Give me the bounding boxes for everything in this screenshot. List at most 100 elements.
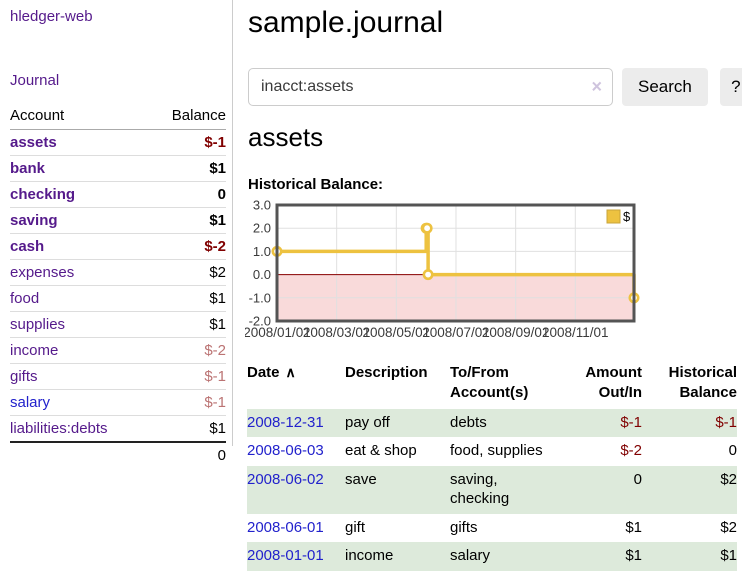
column-header-amount: Amount Out/In — [585, 364, 642, 402]
transaction-amount: $1 — [625, 518, 642, 536]
sort-asc-icon: ∧ — [285, 364, 296, 380]
svg-text:2008/09/01: 2008/09/01 — [482, 325, 550, 340]
column-header-description: Description — [345, 364, 428, 381]
account-row: assets $-1 — [10, 130, 226, 156]
sidebar-account-link[interactable]: bank — [10, 160, 46, 177]
account-row: cash $-2 — [10, 234, 226, 260]
account-row: checking 0 — [10, 182, 226, 208]
account-balance: $-1 — [204, 394, 226, 411]
accounts-header-balance: Balance — [171, 107, 226, 124]
transaction-accounts: food, supplies — [450, 442, 543, 460]
svg-text:-1.0: -1.0 — [249, 290, 271, 305]
help-button[interactable]: ? — [719, 68, 742, 106]
account-balance: $-1 — [204, 134, 226, 151]
historical-balance-chart[interactable]: $3.0 2.0 1.0 0.0 -1.0 -2.0 2008/01/01 2008/03/0… — [243, 197, 742, 347]
sidebar: hledger-web Journal Account Balance asse… — [0, 0, 233, 464]
accounts-total-value: 0 — [217, 447, 226, 464]
sidebar-account-link[interactable]: assets — [10, 134, 57, 151]
transaction-accounts: salary — [450, 547, 491, 565]
page-title: sample.journal — [248, 6, 444, 39]
transaction-amount: $-1 — [620, 413, 642, 431]
search-form: × Search ? — [248, 68, 742, 106]
account-balance: $2 — [209, 264, 226, 281]
accounts-header-account: Account — [10, 107, 65, 124]
account-balance: $-2 — [204, 238, 226, 255]
sidebar-account-link[interactable]: salary — [10, 394, 51, 411]
sidebar-account-link[interactable]: income — [10, 342, 59, 359]
account-row: food $1 — [10, 286, 226, 312]
transaction-date-link[interactable]: 2008-06-01 — [247, 518, 324, 536]
svg-text:2008/07/01: 2008/07/01 — [422, 325, 490, 340]
sidebar-account-link[interactable]: food — [10, 290, 40, 307]
transaction-date-link[interactable]: 2008-06-03 — [247, 442, 324, 460]
transaction-balance: $-1 — [715, 413, 737, 431]
account-page-title: assets — [248, 122, 324, 152]
transaction-balance: $2 — [720, 471, 737, 488]
transaction-description: gift — [345, 518, 366, 536]
sidebar-account-link[interactable]: supplies — [10, 316, 66, 333]
transaction-balance: 0 — [728, 442, 737, 460]
sidebar-item-journal[interactable]: Journal — [10, 72, 60, 89]
chart-label: Historical Balance: — [248, 176, 384, 193]
search-input[interactable] — [248, 68, 613, 106]
transaction-row: 2008-01-01 income salary $1 $1 — [247, 542, 737, 571]
transaction-amount: 0 — [633, 471, 642, 488]
svg-text:2.0: 2.0 — [253, 221, 271, 236]
svg-text:$: $ — [623, 209, 631, 224]
register-table: Date ∧ Description To/From Account(s) Amo… — [247, 360, 737, 571]
account-row: expenses $2 — [10, 260, 226, 286]
account-balance: $-1 — [204, 368, 226, 385]
account-balance: 0 — [217, 186, 226, 203]
column-header-balance: Historical Balance — [668, 364, 737, 402]
search-button[interactable]: Search — [622, 68, 708, 106]
sidebar-account-link[interactable]: cash — [10, 238, 45, 255]
transaction-accounts: debts — [450, 413, 487, 431]
transaction-accounts: saving, checking — [450, 471, 510, 507]
transaction-description: eat & shop — [345, 442, 417, 460]
transaction-row: 2008-06-01 gift gifts $1 $2 — [247, 514, 737, 543]
account-balance: $1 — [209, 212, 226, 229]
svg-text:1.0: 1.0 — [253, 244, 271, 259]
account-row: salary $-1 — [10, 390, 226, 416]
accounts-total-row: 0 — [10, 442, 226, 468]
transaction-date-link[interactable]: 2008-12-31 — [247, 413, 324, 431]
account-row: income $-2 — [10, 338, 226, 364]
transaction-amount: $-2 — [620, 442, 642, 460]
transaction-balance: $2 — [720, 518, 737, 536]
svg-text:-2.0: -2.0 — [249, 314, 271, 329]
transaction-date-link[interactable]: 2008-01-01 — [247, 547, 324, 565]
app-title-link[interactable]: hledger-web — [10, 8, 93, 25]
account-row: liabilities:debts $1 — [10, 416, 226, 442]
account-balance: $1 — [209, 160, 226, 177]
transaction-row: 2008-06-03 eat & shop food, supplies $-2 0 — [247, 437, 737, 466]
svg-text:2008/05/01: 2008/05/01 — [363, 325, 431, 340]
transaction-accounts: gifts — [450, 518, 478, 536]
accounts-total-spacer — [10, 442, 149, 468]
accounts-table: Account Balance assets $-1 bank $1 checking 0… — [10, 104, 226, 468]
sidebar-account-link[interactable]: expenses — [10, 264, 75, 281]
svg-text:2008/01/01: 2008/01/01 — [245, 325, 311, 340]
clear-search-icon[interactable]: × — [591, 76, 602, 97]
sidebar-account-link[interactable]: checking — [10, 186, 76, 203]
register-header-row: Date ∧ Description To/From Account(s) Amo… — [247, 360, 737, 409]
svg-text:0.0: 0.0 — [253, 267, 271, 282]
account-row: gifts $-1 — [10, 364, 226, 390]
sidebar-account-link[interactable]: liabilities:debts — [10, 420, 108, 437]
account-balance: $1 — [209, 420, 226, 437]
account-row: saving $1 — [10, 208, 226, 234]
account-row: supplies $1 — [10, 312, 226, 338]
svg-text:2008/03/01: 2008/03/01 — [303, 325, 371, 340]
sidebar-account-link[interactable]: gifts — [10, 368, 38, 385]
accounts-header-row: Account Balance — [10, 104, 226, 130]
search-input-wrapper: × — [248, 68, 613, 106]
transaction-description: save — [345, 471, 377, 488]
account-balance: $-2 — [204, 342, 226, 359]
account-balance: $1 — [209, 290, 226, 307]
svg-text:2008/11/01: 2008/11/01 — [542, 325, 609, 340]
account-balance: $1 — [209, 316, 226, 333]
column-header-date[interactable]: Date ∧ — [247, 364, 296, 381]
transaction-date-link[interactable]: 2008-06-02 — [247, 471, 324, 488]
sidebar-account-link[interactable]: saving — [10, 212, 58, 229]
transaction-description: income — [345, 547, 394, 565]
account-row: bank $1 — [10, 156, 226, 182]
